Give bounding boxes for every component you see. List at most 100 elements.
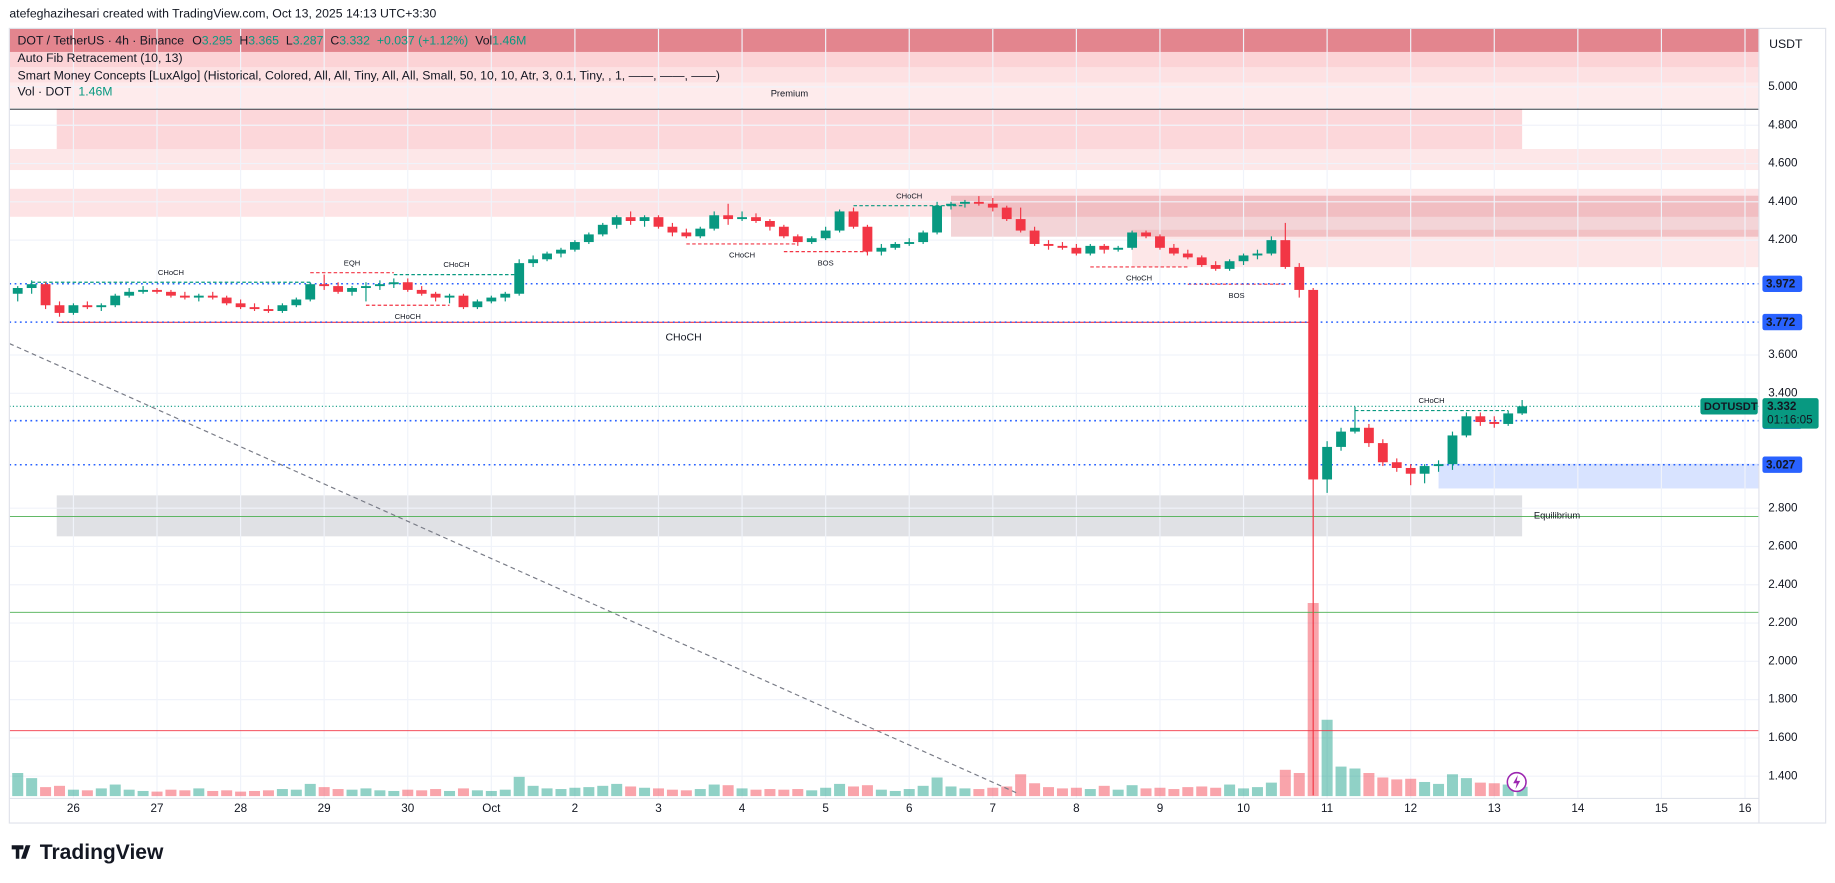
candle-body: [751, 217, 761, 221]
candle-body: [54, 305, 65, 313]
zone: [56, 109, 1523, 150]
x-tick-label: 12: [1404, 802, 1417, 815]
brand-icon: [11, 845, 31, 859]
change: +0.037 (+1.12%): [377, 34, 468, 48]
volume-indicator[interactable]: Vol · DOT 1.46M: [18, 85, 113, 99]
candle-body: [556, 249, 566, 254]
structure-label: CHoCH: [896, 191, 922, 200]
volume-bar: [1363, 773, 1375, 797]
y-tick-label: 2.000: [1768, 654, 1798, 667]
zone: [9, 82, 1759, 109]
legend: DOT / TetherUS · 4h · Binance O3.295 H3.…: [18, 34, 720, 99]
x-tick-label: 14: [1571, 802, 1584, 815]
zone: [9, 28, 1759, 52]
x-tick-label: 13: [1488, 802, 1501, 815]
structure-label: CHoCH: [443, 260, 469, 269]
candle-body: [347, 288, 357, 292]
indicator[interactable]: Smart Money Concepts [LuxAlgo] (Historic…: [18, 69, 720, 83]
symbol-box: [1700, 398, 1758, 415]
volume-bar: [527, 785, 539, 797]
countdown-label: 01:16:05: [1767, 413, 1813, 426]
candle-body: [472, 301, 483, 308]
volume-bar: [903, 789, 915, 797]
x-tick-label: 28: [234, 802, 247, 815]
volume-bar: [179, 790, 191, 797]
volume-bar: [722, 785, 734, 797]
candle-body: [1433, 464, 1444, 467]
volume-bar: [1015, 774, 1027, 797]
candle-body: [1419, 466, 1430, 474]
candle-body: [834, 211, 845, 231]
candle-body: [1461, 416, 1472, 436]
y-tick-label: 1.600: [1768, 731, 1798, 744]
volume-bar: [917, 785, 929, 797]
zone: [9, 51, 1759, 68]
high: 3.365: [248, 34, 279, 48]
trendline: [9, 342, 1019, 794]
candle-body: [193, 295, 204, 298]
candle-body: [695, 228, 706, 237]
candle-body: [806, 238, 817, 243]
volume-bar: [1210, 787, 1222, 797]
x-tick-label: 10: [1237, 802, 1251, 815]
candle-body: [416, 289, 427, 294]
candle-body: [528, 259, 539, 264]
currency[interactable]: USDT: [1769, 37, 1803, 51]
x-tick-label: 2: [572, 802, 579, 815]
caption: atefeghazihesari created with TradingVie…: [9, 7, 436, 21]
candle-body: [444, 295, 455, 298]
volume-bar: [1154, 787, 1166, 797]
volume-bar: [1029, 783, 1041, 797]
volume-indicator-value: 1.46M: [78, 85, 112, 99]
volume-bar: [1251, 787, 1263, 797]
volume-bar: [806, 790, 818, 797]
volume-bar: [611, 783, 623, 797]
volume-bar: [457, 788, 469, 797]
zone-label: Premium: [771, 88, 809, 98]
candle-body: [319, 284, 330, 287]
candle-body: [960, 201, 970, 204]
candle-body: [876, 247, 887, 252]
alert-icon[interactable]: [1506, 771, 1527, 793]
volume-bar: [402, 789, 414, 797]
candle-body: [388, 282, 399, 285]
zone: [9, 67, 1759, 83]
volume-bar: [1168, 789, 1180, 797]
x-tick-label: 26: [67, 802, 80, 815]
volume-bar: [639, 787, 651, 797]
candle-body: [374, 284, 385, 287]
candle-body: [221, 297, 232, 304]
volume-bar: [54, 785, 66, 797]
candle-body: [1308, 289, 1319, 480]
y-tick-label: 2.200: [1768, 616, 1798, 629]
volume-bar: [820, 787, 832, 797]
volume-bar: [1419, 781, 1431, 797]
volume-bar: [26, 778, 38, 797]
candle-body: [932, 205, 942, 233]
volume-bar: [541, 788, 553, 797]
candle-body: [973, 201, 984, 204]
structure-label: CHoCH: [1126, 274, 1152, 283]
structure-label: CHoCH: [665, 331, 701, 343]
close: 3.332: [339, 34, 370, 48]
price-label-box: [1762, 456, 1803, 473]
volume-bar: [332, 789, 344, 797]
indicator[interactable]: Auto Fib Retracement (10, 13): [18, 51, 183, 65]
volume-bar: [499, 789, 511, 797]
y-tick-label: 1.400: [1768, 769, 1798, 782]
candle-body: [1043, 243, 1054, 246]
candle-body: [166, 291, 176, 296]
volume-bar: [40, 787, 52, 797]
volume-bar: [987, 787, 999, 797]
y-tick-label: 3.400: [1768, 386, 1798, 399]
candle-body: [1503, 413, 1514, 424]
volume-bar: [1084, 789, 1096, 797]
x-tick-label: 6: [906, 802, 913, 815]
volume-bar: [360, 788, 372, 797]
structure-label: CHoCH: [395, 312, 421, 321]
low: 3.287: [293, 34, 324, 48]
volume-bar: [123, 789, 135, 797]
price-label: 3.772: [1766, 316, 1796, 329]
volume-bar: [1391, 779, 1403, 797]
candle-body: [82, 305, 93, 308]
